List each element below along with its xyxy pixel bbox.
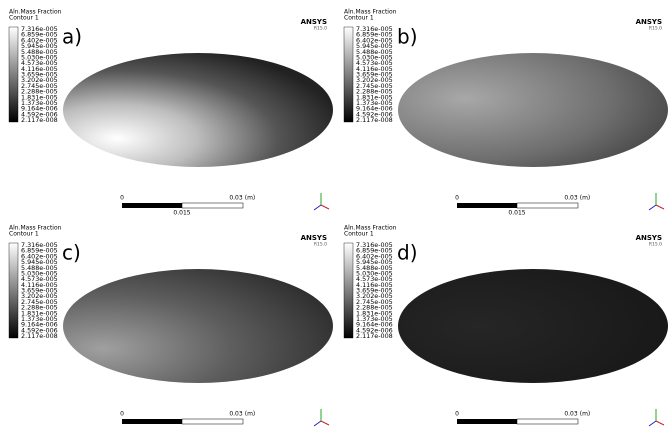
- scale-end: 0.03: [229, 195, 243, 202]
- axis-x: [656, 205, 664, 209]
- axis-x: [321, 421, 329, 425]
- scale-bar-light: [182, 203, 243, 208]
- scale-bar-dark: [457, 203, 517, 208]
- panel-label: c): [62, 241, 81, 265]
- legend-subtitle: Contour 1: [9, 231, 39, 238]
- legend-label: 2.117e-008: [356, 116, 393, 124]
- contour-domain: [398, 53, 668, 167]
- scale-bar-dark: [122, 203, 182, 208]
- scale-end: 0.03: [564, 195, 578, 202]
- scale-bar-dark: [122, 419, 182, 424]
- legend-subtitle: Contour 1: [344, 231, 374, 238]
- brand: ANSYS: [301, 234, 327, 242]
- scale-start: 0: [455, 195, 459, 202]
- brand: ANSYS: [636, 234, 662, 242]
- axis-z: [314, 421, 321, 426]
- panel-label: b): [397, 25, 418, 49]
- axis-triad: [314, 409, 329, 426]
- scale-mid: 0.015: [508, 210, 525, 217]
- scale-unit: (m): [245, 195, 256, 202]
- legend-label: 2.117e-008: [21, 116, 58, 124]
- scale-unit: (m): [580, 411, 591, 418]
- axis-z: [314, 205, 321, 210]
- panel-label: a): [62, 25, 82, 49]
- axis-x: [656, 421, 664, 425]
- scale-start: 0: [455, 411, 459, 418]
- axis-z: [649, 205, 656, 210]
- color-bar: [9, 243, 18, 338]
- scale-bar-light: [517, 203, 578, 208]
- version: R15.0: [649, 26, 662, 32]
- color-bar: [9, 27, 18, 122]
- color-bar: [344, 243, 353, 338]
- legend-subtitle: Contour 1: [9, 15, 39, 22]
- contour-domain: [63, 269, 333, 383]
- axis-z: [649, 421, 656, 426]
- contour-domain: [63, 53, 333, 167]
- brand: ANSYS: [636, 18, 662, 26]
- panel-label: d): [397, 241, 418, 265]
- scale-bar-dark: [457, 419, 517, 424]
- color-bar: [344, 27, 353, 122]
- brand: ANSYS: [301, 18, 327, 26]
- scale-unit: (m): [245, 411, 256, 418]
- legend-label: 2.117e-008: [356, 332, 393, 340]
- axis-x: [321, 205, 329, 209]
- contour-domain: [398, 269, 668, 383]
- legend-label: 2.117e-008: [21, 332, 58, 340]
- scale-unit: (m): [580, 195, 591, 202]
- legend-subtitle: Contour 1: [344, 15, 374, 22]
- version: R15.0: [314, 242, 327, 248]
- figure: Aln.Mass FractionContour 17.316e-0056.85…: [0, 0, 670, 432]
- axis-triad: [649, 409, 664, 426]
- version: R15.0: [314, 26, 327, 32]
- panel: Aln.Mass FractionContour 17.316e-0056.85…: [344, 225, 668, 427]
- scale-bar-light: [517, 419, 578, 424]
- scale-bar-light: [182, 419, 243, 424]
- scale-end: 0.03: [229, 411, 243, 418]
- scale-start: 0: [120, 195, 124, 202]
- scale-mid: 0.015: [173, 210, 190, 217]
- version: R15.0: [649, 242, 662, 248]
- axis-triad: [649, 193, 664, 210]
- scale-start: 0: [120, 411, 124, 418]
- scale-end: 0.03: [564, 411, 578, 418]
- axis-triad: [314, 193, 329, 210]
